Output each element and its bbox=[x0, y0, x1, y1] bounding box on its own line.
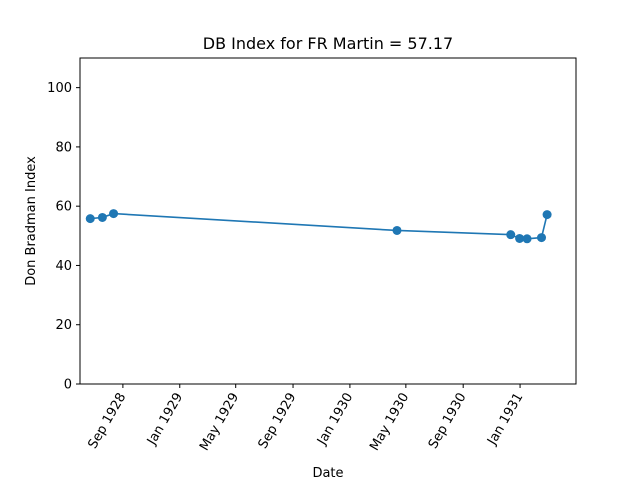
data-point bbox=[85, 214, 95, 224]
y-tick-label: 20 bbox=[55, 318, 72, 333]
chart-title: DB Index for FR Martin = 57.17 bbox=[203, 34, 453, 53]
data-point bbox=[392, 225, 402, 235]
data-point bbox=[542, 210, 552, 220]
y-tick-label: 60 bbox=[55, 200, 72, 215]
plot-area-frame bbox=[79, 57, 577, 385]
data-point bbox=[537, 233, 547, 243]
data-point bbox=[522, 234, 532, 244]
y-tick-label: 100 bbox=[47, 81, 72, 96]
y-tick-label: 80 bbox=[55, 140, 72, 155]
y-tick-label: 0 bbox=[64, 378, 72, 393]
y-tick-label: 40 bbox=[55, 259, 72, 274]
data-series bbox=[85, 209, 552, 244]
x-axis-label: Date bbox=[312, 466, 343, 480]
data-point bbox=[506, 230, 516, 240]
data-point bbox=[97, 212, 107, 222]
data-point bbox=[109, 209, 119, 219]
data-point bbox=[515, 233, 525, 243]
y-axis-ticks: 0 20 40 60 80 100 bbox=[47, 81, 80, 393]
y-axis-label: Don Bradman Index bbox=[24, 156, 39, 286]
